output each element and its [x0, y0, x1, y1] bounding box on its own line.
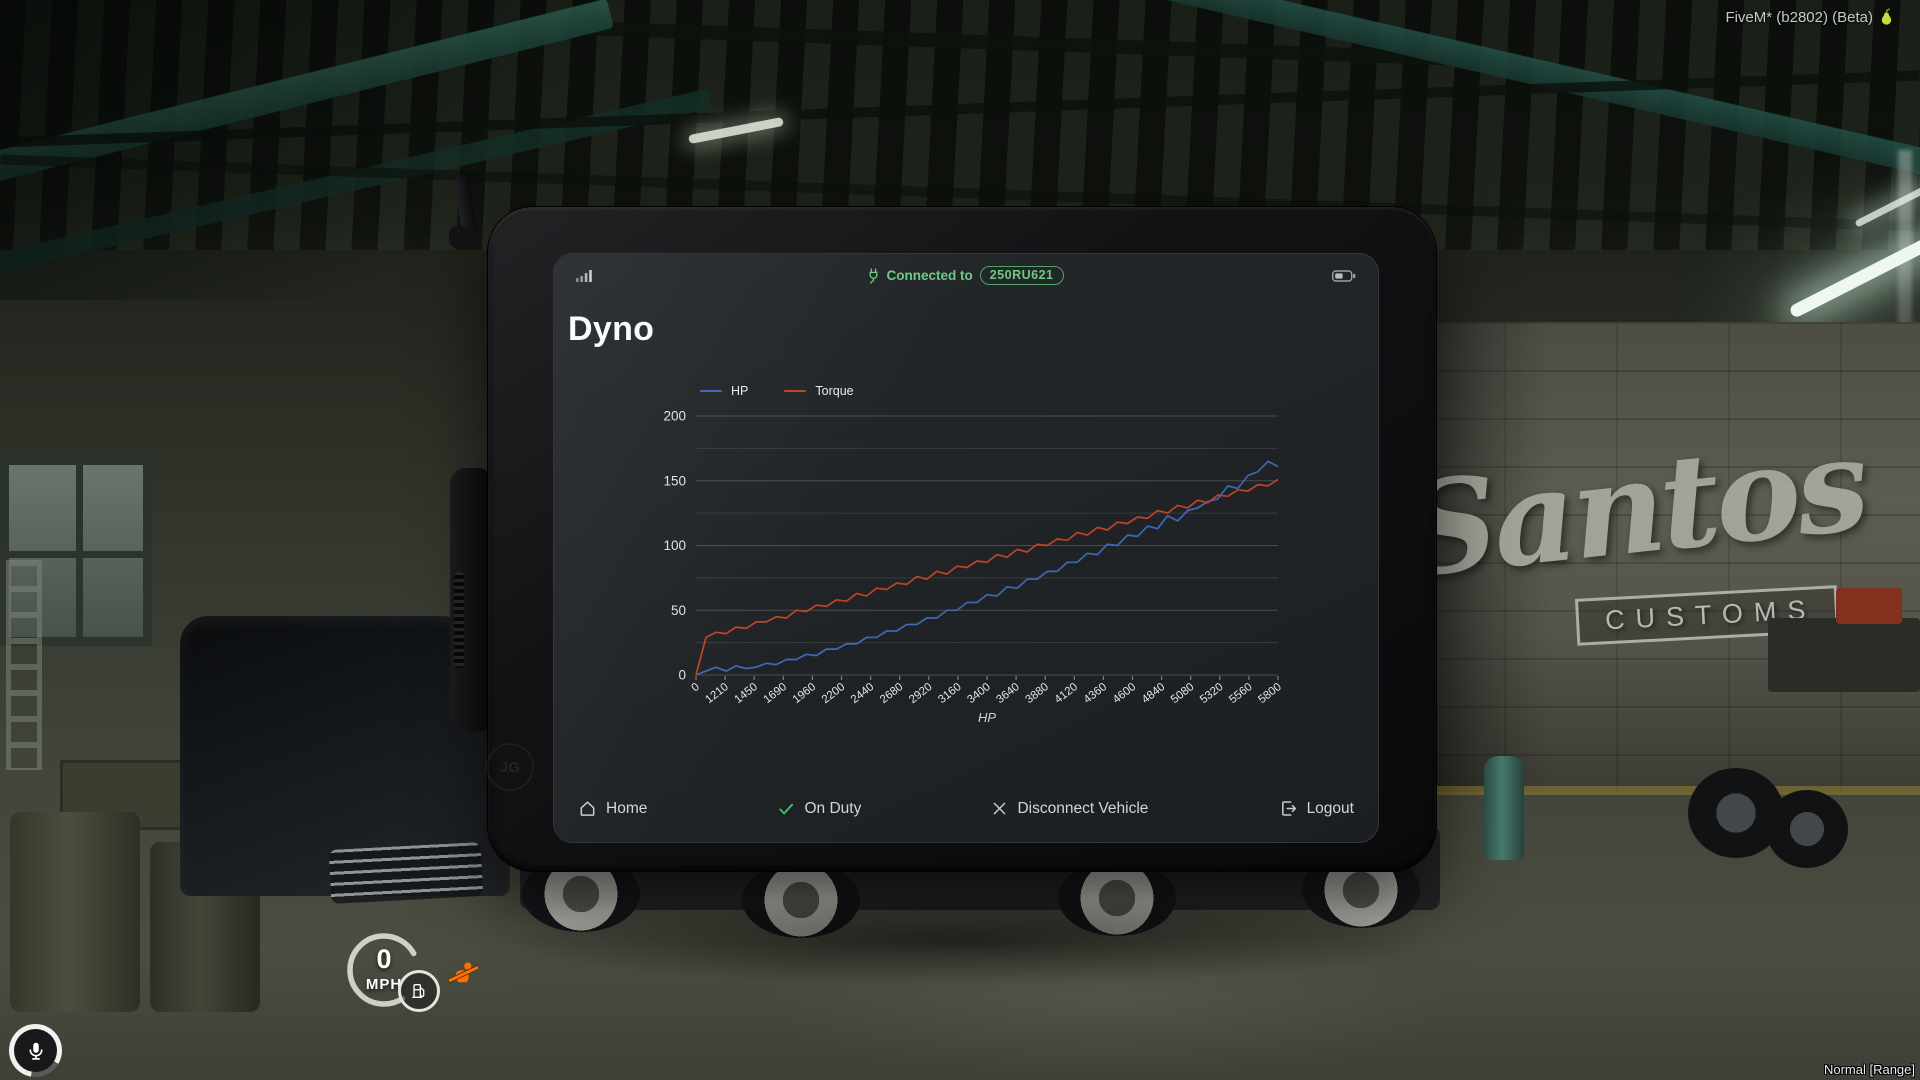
x-icon	[994, 802, 1006, 815]
svg-text:2920: 2920	[907, 681, 935, 706]
svg-text:0: 0	[678, 668, 686, 683]
tablet-nav-bar: Home On Duty Disconnect Vehicle	[554, 799, 1378, 818]
svg-text:3400: 3400	[965, 681, 993, 706]
legend-item: Torque	[784, 384, 854, 398]
nav-duty-toggle[interactable]: On Duty	[777, 800, 861, 818]
svg-text:4840: 4840	[1140, 681, 1168, 706]
speed-gauge-ring	[347, 933, 421, 1007]
svg-text:0: 0	[689, 681, 701, 694]
workbench	[1768, 618, 1920, 692]
legend-swatch	[700, 389, 722, 393]
nav-logout-button[interactable]: Logout	[1279, 799, 1354, 818]
ladder	[6, 560, 42, 770]
chart-legend: HP Torque	[700, 384, 854, 398]
vehicle-plate-badge: 250RU621	[979, 266, 1064, 285]
legend-item: HP	[700, 384, 748, 398]
toolbox	[1836, 588, 1902, 624]
nav-label: On Duty	[804, 799, 862, 817]
connection-status: Connected to 250RU621	[554, 266, 1378, 285]
wall-pipe	[1398, 786, 1920, 795]
svg-text:3640: 3640	[994, 681, 1022, 706]
home-icon	[580, 801, 595, 816]
svg-text:1690: 1690	[762, 681, 790, 706]
svg-text:5800: 5800	[1256, 681, 1284, 706]
concrete-wall	[1392, 322, 1920, 792]
svg-text:150: 150	[663, 473, 686, 488]
svg-text:5560: 5560	[1227, 681, 1255, 706]
shadow	[500, 896, 1440, 986]
tablet-brand-logo: JG	[486, 743, 534, 791]
svg-text:HP: HP	[978, 710, 996, 725]
svg-text:2680: 2680	[878, 681, 906, 706]
check-icon	[779, 803, 794, 815]
svg-text:3880: 3880	[1023, 681, 1051, 706]
tablet-side-buttons	[450, 468, 494, 732]
voice-chat-button[interactable]	[9, 1024, 62, 1077]
svg-text:4360: 4360	[1082, 681, 1110, 706]
svg-text:2200: 2200	[820, 681, 848, 706]
barrel	[10, 812, 140, 1012]
svg-text:4600: 4600	[1111, 681, 1139, 706]
pear-icon	[1881, 8, 1892, 25]
tire	[1766, 790, 1848, 868]
range-indicator: Normal [Range]	[1823, 1062, 1915, 1077]
speedometer: 0 MPH	[344, 930, 478, 1030]
gas-cylinder	[1484, 756, 1524, 860]
svg-text:1960: 1960	[791, 681, 819, 706]
mic-icon	[28, 1042, 43, 1060]
logout-icon	[1281, 801, 1296, 816]
tablet-screen: Connected to 250RU621 Dyno HP Torque 0 50 1…	[553, 253, 1379, 843]
speed-value: 0	[376, 944, 392, 974]
svg-text:5080: 5080	[1169, 681, 1197, 706]
legend-label: Torque	[815, 384, 854, 398]
seatbelt-off-icon	[448, 962, 478, 984]
fivem-version-text: FiveM* (b2802) (Beta)	[1725, 9, 1873, 26]
nav-label: Home	[606, 799, 648, 817]
fuel-pump-icon	[412, 984, 425, 998]
svg-text:5320: 5320	[1198, 681, 1226, 706]
svg-text:200: 200	[663, 409, 686, 424]
car-grille	[328, 842, 484, 904]
svg-text:100: 100	[663, 538, 686, 553]
battery-icon	[1332, 270, 1356, 282]
svg-text:50: 50	[671, 603, 686, 618]
nav-label: Disconnect Vehicle	[1017, 799, 1149, 817]
connected-label: Connected to	[886, 268, 973, 283]
tablet-status-bar: Connected to 250RU621	[554, 264, 1378, 290]
floor-light-pool	[760, 920, 1460, 1080]
plug-icon	[870, 268, 878, 284]
tablet-device: JG Connected to 250RU621	[486, 206, 1437, 872]
nav-home-button[interactable]: Home	[578, 799, 647, 818]
fivem-version-label: FiveM* (b2802) (Beta)	[1725, 8, 1894, 27]
svg-text:4120: 4120	[1053, 681, 1081, 706]
signal-bars-icon	[576, 270, 592, 282]
svg-text:1450: 1450	[732, 681, 760, 706]
voice-chat-inner	[14, 1029, 57, 1072]
speed-unit: MPH	[365, 976, 403, 993]
fuel-gauge	[398, 970, 440, 1012]
legend-label: HP	[731, 384, 749, 398]
svg-text:3160: 3160	[936, 681, 964, 706]
nav-disconnect-button[interactable]: Disconnect Vehicle	[991, 800, 1148, 818]
legend-swatch	[784, 389, 807, 393]
page-title: Dyno	[568, 310, 655, 348]
tablet-antenna-base	[449, 226, 475, 248]
nav-label: Logout	[1306, 799, 1354, 817]
svg-text:2440: 2440	[849, 681, 877, 706]
svg-text:1210: 1210	[703, 681, 731, 706]
